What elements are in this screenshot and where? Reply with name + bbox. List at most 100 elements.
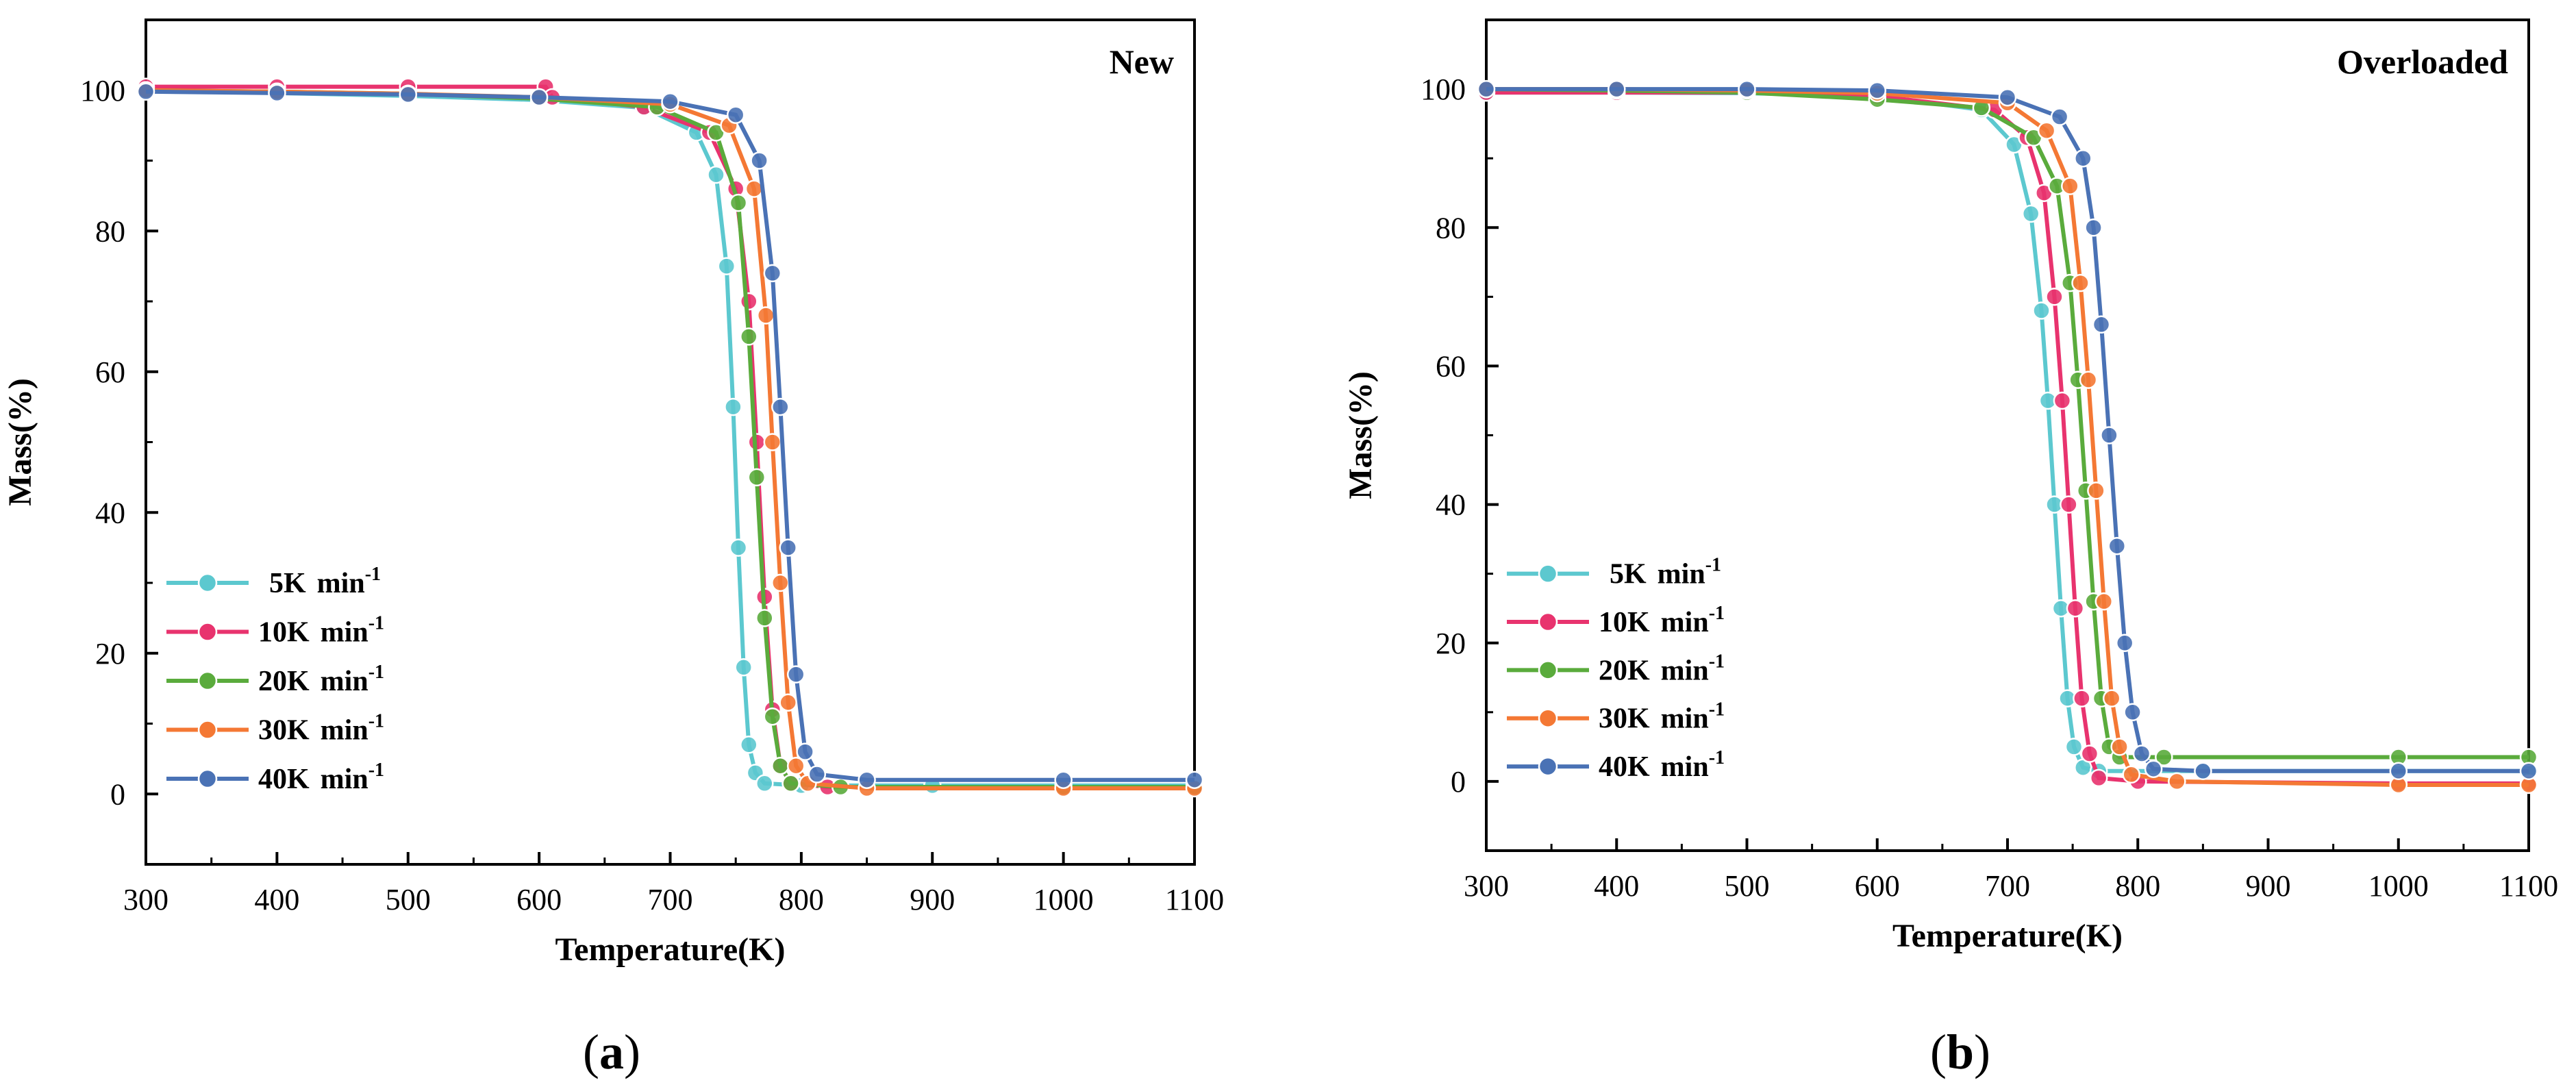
x-tick-label: 800 [2115, 869, 2160, 903]
legend-rate: 30K [1599, 703, 1650, 735]
data-point [755, 774, 774, 793]
data-point [771, 397, 790, 416]
data-point [2194, 762, 2212, 781]
panel-a: 300 400 500 600 700 800 900 1000 1100 0 20 40 60 80 10… [2, 18, 1224, 1079]
data-point [2123, 703, 2142, 722]
legend-marker [1538, 612, 1558, 632]
legend-entry: 5K min-1 [166, 564, 381, 599]
legend-entry: 30K min-1 [166, 711, 384, 747]
x-tick-label: 700 [1985, 869, 2030, 903]
data-point [2050, 108, 2069, 126]
x-axis-title: Temperature(K) [555, 931, 786, 968]
data-point [1477, 79, 1496, 99]
legend-marker [197, 622, 218, 642]
data-point [740, 736, 758, 754]
legend-entry: 40K min-1 [166, 760, 384, 795]
legend-unit: min [321, 666, 368, 697]
legend-exponent: -1 [368, 613, 384, 634]
legend-label: 20K min-1 [1599, 651, 1725, 686]
data-point [786, 665, 805, 684]
x-tick-label: 600 [1855, 869, 1900, 903]
data-point [2032, 301, 2051, 320]
data-point [2074, 149, 2092, 168]
panel-b: 300 400 500 600 700 800 900 1000 1100 0 20 40 60 80 10… [1342, 18, 2558, 1079]
legend-entry: 10K min-1 [1507, 603, 1725, 638]
data-point [268, 84, 286, 103]
y-tick-label: 80 [95, 214, 125, 248]
data-point [763, 707, 782, 726]
legend-label: 5K min-1 [1610, 555, 1721, 590]
legend-exponent: -1 [1705, 555, 1721, 576]
legend-marker [197, 720, 218, 740]
data-point [2108, 536, 2127, 555]
sub-caption: (b) [1930, 1025, 1990, 1079]
data-point [779, 693, 797, 712]
data-point [2100, 426, 2118, 445]
x-tick-label: 300 [123, 883, 168, 916]
data-point [1868, 81, 1887, 100]
y-tick-label: 60 [1436, 349, 1466, 383]
legend-entry: 30K min-1 [1507, 699, 1725, 735]
y-tick-label: 100 [1421, 73, 1466, 106]
x-tick-label: 900 [910, 883, 955, 916]
legend-label: 30K min-1 [1599, 699, 1725, 735]
data-point [2122, 765, 2140, 784]
y-tick-label: 100 [80, 74, 125, 108]
legend-unit: min [317, 568, 365, 599]
legend-label: 20K min-1 [258, 662, 384, 697]
legend-marker [197, 768, 218, 789]
x-tick-label: 400 [254, 883, 299, 916]
x-tick-label: 800 [779, 883, 824, 916]
legend-exponent: -1 [1709, 699, 1725, 721]
data-point [2061, 177, 2079, 195]
legend-marker [1538, 708, 1558, 728]
data-point [763, 433, 782, 451]
series-line [145, 89, 1195, 782]
legend-label: 5K min-1 [269, 564, 381, 599]
data-point [726, 105, 745, 124]
legend-exponent: -1 [1709, 651, 1725, 672]
data-point [2089, 768, 2108, 788]
data-point [763, 264, 782, 283]
series-40k [136, 82, 1204, 789]
data-point [2080, 744, 2099, 763]
data-point [755, 609, 774, 627]
legend-rate: 40K [1599, 751, 1650, 783]
data-point [399, 85, 418, 104]
legend-exponent: -1 [1709, 603, 1725, 624]
legend-exponent: -1 [1709, 747, 1725, 768]
x-tick-label: 1000 [1034, 883, 1094, 916]
data-point [724, 397, 742, 416]
caption-letter: b [1947, 1025, 1974, 1079]
data-point [529, 88, 549, 107]
sub-caption: (a) [583, 1025, 640, 1079]
legend-entry: 40K min-1 [1507, 747, 1725, 783]
legend-unit: min [321, 617, 368, 649]
x-tick-label: 500 [1725, 869, 1770, 903]
data-point [2053, 391, 2072, 410]
data-point [2094, 592, 2114, 611]
legend-rate: 30K [258, 715, 310, 747]
data-point [734, 658, 753, 677]
data-point [2021, 204, 2040, 223]
legend-exponent: -1 [368, 760, 384, 781]
y-axis-title: Mass(%) [2, 378, 38, 506]
legend-label: 30K min-1 [258, 711, 384, 747]
data-point [796, 742, 814, 761]
x-tick-label: 300 [1464, 869, 1509, 903]
caption-close: ) [624, 1025, 640, 1079]
data-point [750, 151, 768, 170]
data-point [2168, 772, 2186, 791]
data-point [1608, 79, 1626, 99]
data-point [771, 756, 790, 775]
data-point [2066, 599, 2085, 618]
legend-marker [197, 671, 218, 691]
x-tick-label: 1100 [2499, 869, 2558, 903]
x-tick-label: 1000 [2368, 869, 2429, 903]
data-point [858, 771, 876, 789]
legend-exponent: -1 [368, 662, 384, 683]
legend-rate: 20K [258, 666, 310, 697]
legend-unit: min [321, 764, 368, 795]
data-point [2071, 273, 2090, 292]
data-point [747, 468, 766, 487]
